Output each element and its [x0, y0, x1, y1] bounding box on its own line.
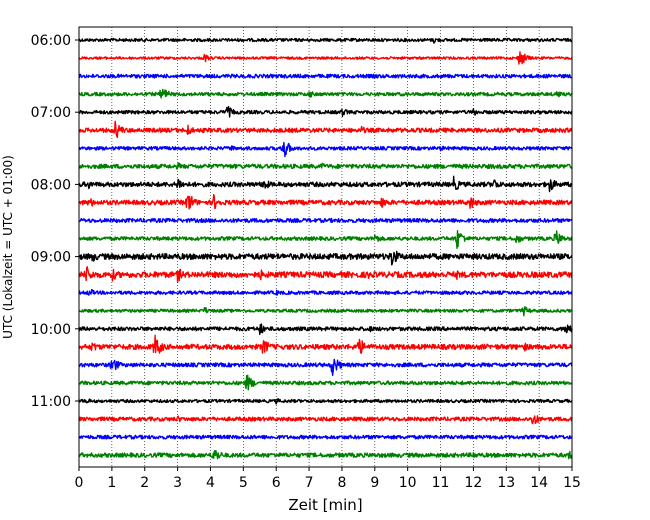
y-tick-label: 09:00: [31, 250, 71, 266]
x-tick-label: 3: [173, 475, 182, 491]
x-tick-label: 9: [370, 475, 379, 491]
x-tick-label: 8: [337, 475, 346, 491]
x-tick-label: 15: [563, 475, 581, 491]
seismogram-trace: [78, 266, 573, 284]
x-tick-label: 2: [140, 475, 149, 491]
seismogram-trace: [78, 229, 573, 249]
y-tick-label: 10:00: [31, 322, 71, 338]
x-tick-label: 5: [239, 475, 248, 491]
seismogram-trace: [78, 250, 573, 266]
x-tick-label: 14: [530, 475, 548, 491]
trace-group: [78, 37, 573, 460]
seismogram-trace: [78, 358, 573, 377]
seismogram-trace: [78, 193, 573, 210]
seismogram-trace: [78, 374, 573, 391]
x-tick-label: 10: [399, 475, 417, 491]
y-tick-label: 07:00: [31, 105, 71, 121]
x-tick-label: 7: [305, 475, 314, 491]
seismogram-trace: [78, 398, 573, 405]
y-axis-label: UTC (Lokalzeit = UTC + 01:00): [1, 155, 15, 339]
seismogram-trace: [78, 88, 573, 99]
seismogram-trace: [78, 449, 573, 460]
seismogram-trace: [78, 175, 573, 193]
seismogram-trace: [78, 37, 573, 44]
seismogram-trace: [78, 323, 573, 335]
seismogram-trace: [78, 51, 573, 65]
y-tick-label: 06:00: [31, 33, 71, 49]
y-tick-label: 11:00: [31, 394, 71, 410]
x-tick-label: 11: [432, 475, 450, 491]
seismogram-trace: [78, 334, 573, 355]
seismogram-trace: [78, 305, 573, 317]
seismogram-trace: [78, 120, 573, 139]
x-tick-label: 4: [206, 475, 215, 491]
y-axis-ticks: 06:00 07:00 08:00 09:00 10:00 11:00: [31, 33, 79, 410]
x-tick-label: 12: [464, 475, 482, 491]
x-tick-label: 13: [497, 475, 515, 491]
plot-frame: [78, 26, 573, 468]
seismogram-trace: [78, 217, 573, 224]
x-tick-label: 1: [107, 475, 116, 491]
x-axis-ticks: 0 1 2 3 4 5 6 7 8 9 10 11 12 13 14 15: [75, 467, 581, 491]
seismogram-trace: [78, 105, 573, 118]
seismogram-trace: [78, 162, 573, 170]
seismogram-trace: [78, 415, 573, 425]
seismogram-trace: [78, 73, 573, 79]
y-tick-label: 08:00: [31, 177, 71, 193]
x-tick-label: 6: [272, 475, 281, 491]
seismogram-trace: [78, 434, 573, 440]
seismogram-trace: [78, 141, 573, 158]
x-tick-label: 0: [75, 475, 84, 491]
x-axis-label: Zeit [min]: [288, 496, 362, 514]
seismogram-trace: [78, 289, 573, 296]
